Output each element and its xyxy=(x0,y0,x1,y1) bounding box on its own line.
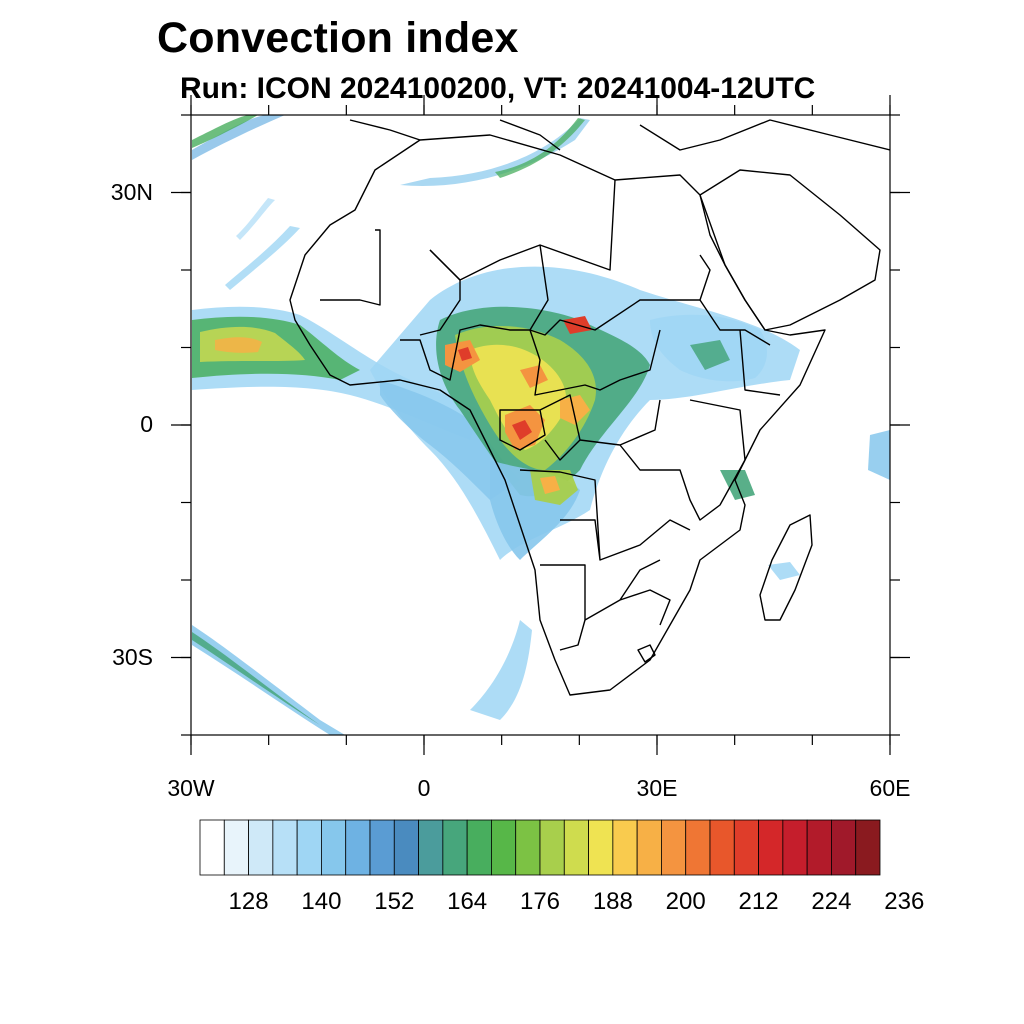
lon-tick-label: 0 xyxy=(417,775,431,801)
lesotho xyxy=(637,644,656,663)
colorbar-label: 200 xyxy=(665,888,706,915)
europe-coast xyxy=(349,119,890,151)
coastlines xyxy=(289,119,890,696)
lon-tick-label: 30W xyxy=(167,775,215,801)
colorbar-swatch xyxy=(466,819,492,876)
lat-tick-label: 0 xyxy=(140,411,153,437)
field-gulf-guinea xyxy=(380,380,520,500)
colorbar-swatch xyxy=(199,819,225,876)
colorbar-label: 236 xyxy=(884,888,925,915)
field-band-south-core xyxy=(192,632,320,725)
lat-tick-label: 30S xyxy=(112,643,153,670)
colorbar-label: 128 xyxy=(228,888,269,915)
colorbar-swatch xyxy=(661,819,687,876)
colorbar-swatch xyxy=(369,819,395,876)
colorbar-swatch xyxy=(248,819,274,876)
colorbar-swatch xyxy=(321,819,347,876)
lon-tick-label: 30E xyxy=(636,775,678,801)
colorbar-swatch xyxy=(539,819,565,876)
field-itcz-west-hot xyxy=(215,337,262,353)
field-east-edge xyxy=(868,430,890,480)
colorbar-label: 212 xyxy=(738,888,779,915)
border-3 xyxy=(529,244,700,336)
field-band-west-sahara xyxy=(225,226,300,290)
colorbar-swatch xyxy=(588,819,614,876)
colorbar-swatch xyxy=(733,819,759,876)
chart-title: Convection index xyxy=(157,14,519,62)
colorbar-swatch xyxy=(491,819,517,876)
border-8 xyxy=(519,469,691,561)
colorbar-swatch xyxy=(418,819,444,876)
field-hot-4 xyxy=(560,395,590,425)
colorbar-label: 152 xyxy=(374,888,415,915)
colorbar-swatch xyxy=(442,819,468,876)
arabian-peninsula xyxy=(699,169,881,331)
colorbar-swatch xyxy=(709,819,735,876)
colorbar-label: 188 xyxy=(592,888,633,915)
colorbar-label: 164 xyxy=(447,888,488,915)
field-ethiopia-core xyxy=(690,340,730,370)
border-2 xyxy=(320,229,461,336)
field-band-nw-core xyxy=(192,115,258,148)
field-layer xyxy=(192,115,890,735)
colorbar-swatch xyxy=(831,819,857,876)
field-band-canary xyxy=(236,198,275,240)
colorbar-swatch xyxy=(806,819,832,876)
field-south-cell xyxy=(470,620,532,720)
field-band-north xyxy=(400,118,590,186)
colorbar-swatch xyxy=(685,819,711,876)
colorbar-swatch xyxy=(636,819,662,876)
border-10 xyxy=(689,254,781,461)
colorbar-swatch xyxy=(223,819,249,876)
colorbar-swatch xyxy=(612,819,638,876)
colorbar-swatch xyxy=(563,819,589,876)
colorbar-swatch xyxy=(758,819,784,876)
field-angola-hot xyxy=(540,476,560,494)
colorbar-swatch xyxy=(345,819,371,876)
colorbar-label: 140 xyxy=(301,888,342,915)
colorbar xyxy=(199,819,881,876)
colorbar-label: 176 xyxy=(519,888,561,915)
axis-ticks xyxy=(171,95,910,755)
colorbar-swatch xyxy=(272,819,298,876)
field-hot-3 xyxy=(512,420,532,440)
chart-subtitle: Run: ICON 2024100200, VT: 20241004-12UTC xyxy=(180,72,816,105)
lat-tick-label: 30N xyxy=(110,178,153,205)
lon-tick-label: 60E xyxy=(869,775,911,801)
field-hot-5 xyxy=(520,365,548,388)
colorbar-swatch xyxy=(296,819,322,876)
colorbar-swatch xyxy=(855,819,881,876)
field-hot-7 xyxy=(458,347,472,361)
colorbar-label: 224 xyxy=(811,888,852,915)
field-band-south-atlantic xyxy=(192,625,345,735)
border-5 xyxy=(529,329,661,396)
colorbar-swatch xyxy=(782,819,808,876)
colorbar-swatch xyxy=(393,819,419,876)
field-band-north-core xyxy=(495,118,585,178)
colorbar-swatch xyxy=(515,819,541,876)
border-9 xyxy=(540,559,671,651)
madagascar xyxy=(759,514,813,621)
border-4 xyxy=(400,324,530,381)
border-7 xyxy=(579,399,746,521)
border-1 xyxy=(429,179,616,281)
field-madagascar-spot xyxy=(768,562,800,580)
